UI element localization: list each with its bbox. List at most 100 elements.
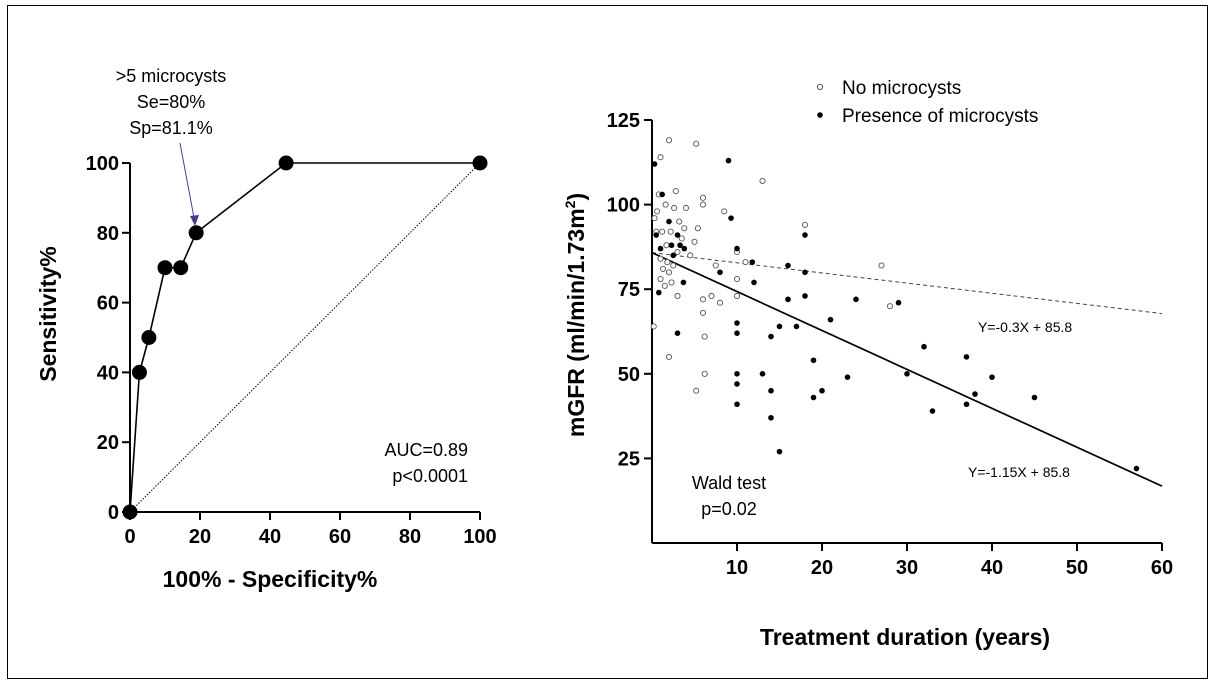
point-no-microcysts bbox=[662, 201, 669, 208]
roc-x-tick-label: 100 bbox=[463, 526, 496, 548]
point-no-microcysts bbox=[651, 215, 658, 222]
point-no-microcysts bbox=[721, 208, 728, 215]
point-presence-of-microcysts bbox=[904, 371, 910, 377]
point-no-microcysts bbox=[665, 353, 673, 360]
legend-presence-of-microcysts: Presence of microcysts bbox=[842, 106, 1038, 127]
point-presence-of-microcysts bbox=[768, 333, 774, 340]
point-presence-of-microcysts bbox=[734, 245, 740, 252]
roc-x-tick-label: 0 bbox=[124, 526, 135, 548]
point-no-microcysts bbox=[701, 333, 708, 340]
point-no-microcysts bbox=[670, 262, 677, 269]
point-no-microcysts bbox=[672, 188, 679, 195]
point-no-microcysts bbox=[660, 265, 667, 272]
point-no-microcysts bbox=[674, 292, 681, 300]
annotation-arrow bbox=[179, 142, 196, 224]
point-presence-of-microcysts bbox=[681, 245, 688, 252]
point-no-microcysts bbox=[668, 279, 675, 286]
point-no-microcysts bbox=[659, 228, 666, 235]
annotation-arrowhead bbox=[190, 215, 199, 226]
scatter-x-tick-label: 60 bbox=[1151, 557, 1173, 579]
roc-y-tick-label: 80 bbox=[97, 223, 119, 245]
p-value-text: p<0.0001 bbox=[392, 466, 468, 486]
point-presence-of-microcysts bbox=[751, 279, 757, 286]
scatter-x-tick-label: 20 bbox=[811, 557, 833, 579]
point-presence-of-microcysts bbox=[666, 218, 672, 225]
point-presence-of-microcysts bbox=[656, 289, 662, 296]
point-presence-of-microcysts bbox=[844, 374, 851, 380]
roc-point bbox=[173, 260, 189, 276]
point-no-microcysts bbox=[733, 292, 741, 300]
point-presence-of-microcysts bbox=[802, 232, 808, 238]
roc-x-tick-label: 60 bbox=[329, 526, 351, 548]
scatter-y-ticks: 25 50 75 100 125 bbox=[607, 110, 652, 470]
point-no-microcysts bbox=[733, 275, 741, 283]
roc-x-ticks: 0 20 40 60 80 100 bbox=[124, 512, 497, 548]
point-no-microcysts bbox=[687, 252, 694, 259]
point-no-microcysts bbox=[699, 194, 707, 201]
point-presence-of-microcysts bbox=[1133, 465, 1140, 472]
roc-y-tick-label: 40 bbox=[97, 362, 119, 384]
point-no-microcysts bbox=[674, 248, 681, 256]
point-presence-of-microcysts bbox=[734, 381, 740, 387]
point-no-microcysts bbox=[667, 228, 674, 235]
scatter-y-tick-label: 100 bbox=[607, 195, 640, 217]
point-presence-of-microcysts bbox=[793, 323, 800, 330]
roc-x-tick-label: 80 bbox=[399, 526, 421, 548]
point-presence-of-microcysts bbox=[749, 259, 756, 265]
figure-frame bbox=[7, 5, 1208, 679]
point-no-microcysts bbox=[878, 262, 885, 269]
roc-y-tick-label: 100 bbox=[86, 153, 119, 175]
point-no-microcysts bbox=[801, 221, 809, 228]
point-presence-of-microcysts bbox=[827, 316, 834, 323]
scatter-y-axis-label: mGFR (ml/min/1.73m2) bbox=[562, 193, 589, 437]
point-presence-of-microcysts bbox=[725, 157, 732, 164]
point-presence-of-microcysts bbox=[921, 343, 927, 350]
point-presence-of-microcysts bbox=[768, 414, 774, 421]
roc-point bbox=[122, 504, 138, 520]
point-presence-of-microcysts bbox=[802, 293, 808, 299]
point-no-microcysts bbox=[664, 259, 671, 266]
roc-points bbox=[122, 155, 488, 520]
point-presence-of-microcysts bbox=[810, 394, 817, 401]
point-presence-of-microcysts bbox=[785, 262, 791, 269]
point-presence-of-microcysts bbox=[929, 408, 936, 414]
roc-point bbox=[188, 225, 204, 241]
point-presence-of-microcysts bbox=[963, 354, 970, 360]
point-presence-of-microcysts bbox=[785, 296, 791, 303]
auc-text: AUC=0.89 bbox=[384, 440, 468, 460]
point-no-microcysts bbox=[657, 275, 664, 283]
point-no-microcysts bbox=[657, 255, 664, 262]
roc-point bbox=[278, 155, 294, 171]
point-presence-of-microcysts bbox=[734, 371, 740, 377]
point-presence-of-microcysts bbox=[819, 387, 825, 394]
scatter-x-tick-label: 10 bbox=[726, 557, 748, 579]
point-no-microcysts bbox=[650, 323, 657, 330]
point-presence-of-microcysts bbox=[651, 161, 658, 167]
point-presence-of-microcysts bbox=[734, 320, 740, 326]
point-no-microcysts bbox=[716, 299, 724, 306]
point-no-microcysts bbox=[661, 282, 668, 289]
point-no-microcysts bbox=[681, 225, 688, 232]
point-presence-of-microcysts bbox=[989, 374, 995, 380]
wald-test-p: p=0.02 bbox=[701, 499, 757, 519]
point-presence-of-microcysts bbox=[776, 448, 783, 455]
roc-y-tick-label: 0 bbox=[108, 502, 119, 524]
point-no-microcysts bbox=[699, 296, 707, 303]
point-presence-of-microcysts bbox=[853, 296, 859, 303]
solid-line-equation: Y=-1.15X + 85.8 bbox=[968, 464, 1070, 480]
roc-reference-line bbox=[129, 162, 481, 513]
scatter-y-tick-label: 50 bbox=[618, 364, 640, 386]
legend-filled-marker bbox=[817, 112, 823, 118]
annotation-line-2: Se=80% bbox=[137, 92, 206, 112]
wald-test-label: Wald test bbox=[692, 473, 766, 493]
point-presence-of-microcysts bbox=[668, 242, 675, 249]
roc-point bbox=[472, 155, 488, 171]
scatter-y-tick-label: 75 bbox=[618, 279, 640, 301]
point-no-microcysts bbox=[708, 292, 715, 300]
trend-line-dashed bbox=[651, 252, 1163, 315]
point-no-microcysts bbox=[712, 262, 719, 269]
point-presence-of-microcysts bbox=[768, 387, 774, 394]
point-presence-of-microcysts bbox=[680, 279, 687, 286]
point-presence-of-microcysts bbox=[972, 391, 978, 397]
